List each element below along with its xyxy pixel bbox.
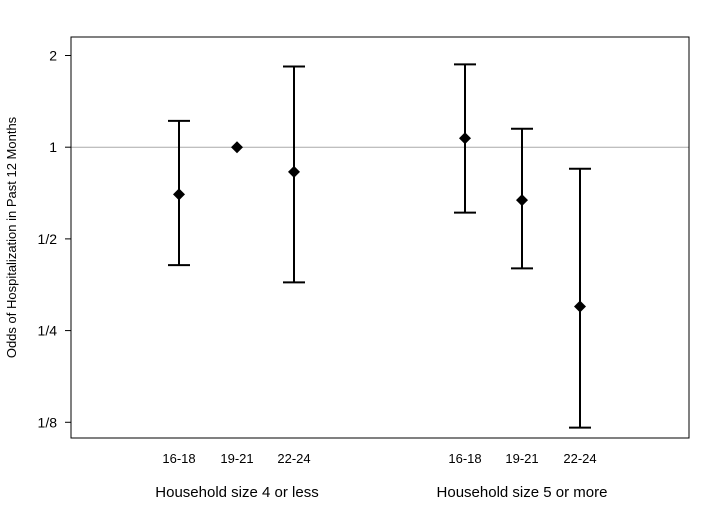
group-label: Household size 5 or more (437, 484, 608, 501)
y-tick-label: 1/2 (38, 231, 58, 247)
point-estimate-marker (459, 132, 471, 145)
point-estimate-marker (516, 194, 528, 207)
x-category-label: 16-18 (162, 451, 195, 466)
x-category-label: 22-24 (563, 451, 596, 466)
plot-frame (70, 36, 690, 439)
point-estimate-marker (574, 300, 586, 313)
point-estimate-marker (231, 141, 243, 154)
point-estimate-marker (288, 165, 300, 178)
x-category-label: 16-18 (448, 451, 481, 466)
x-category-label: 22-24 (277, 451, 310, 466)
x-category-label: 19-21 (505, 451, 538, 466)
y-axis-label: Odds of Hospitalization in Past 12 Month… (4, 116, 19, 358)
x-category-label: 19-21 (220, 451, 253, 466)
point-estimate-marker (173, 188, 185, 201)
y-tick-label: 1/8 (38, 414, 58, 430)
group-label: Household size 4 or less (155, 484, 318, 501)
plot-layer: 2 1 1/2 1/4 1/8 Odds of Hospitalization in Pa… (4, 36, 690, 501)
y-tick-label: 2 (49, 47, 57, 63)
y-tick-label: 1/4 (38, 323, 58, 339)
y-tick-label: 1 (49, 139, 57, 155)
